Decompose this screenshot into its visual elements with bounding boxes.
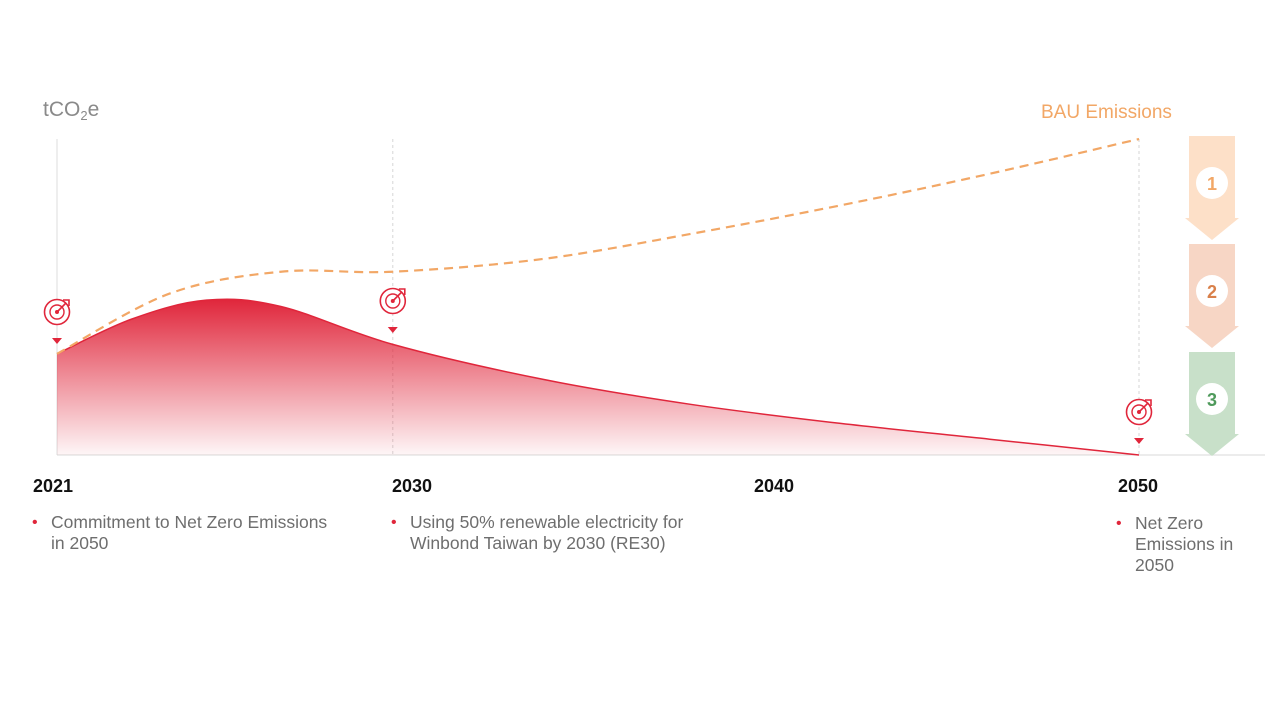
bau-series-label: BAU Emissions [1041,102,1172,123]
bullet-icon: • [32,514,38,531]
target-arrow-head [1145,399,1152,406]
emissions-area-edge [56,298,1140,456]
target-arrow [1138,402,1149,413]
milestone-2021-line-1: Commitment to Net Zero Emissions [51,512,328,532]
x-tick-2021: 2021 [33,476,74,496]
target-arrow [392,291,403,302]
milestone-2050-line-3: 2050 [1135,555,1174,575]
step-number: 1 [1207,174,1217,194]
target-ring-inner [1131,404,1147,420]
marker-triangle [387,327,398,333]
marker-triangle [1134,438,1144,444]
y-axis-label-main: tCO [43,98,81,121]
step-arrow-2: 2 [1185,244,1239,348]
milestone-2050: • Net Zero Emissions in 2050 [1116,513,1234,576]
milestone-2030-line-1: Using 50% renewable electricity for [410,512,684,532]
milestone-2021-line-2: in 2050 [51,533,109,553]
target-icon [379,287,407,315]
target-arrow [56,302,67,313]
milestone-2050-line-2: Emissions in [1135,534,1234,554]
x-tick-2040: 2040 [754,476,795,496]
x-tick-2030: 2030 [392,476,433,496]
milestone-2050-line-1: Net Zero [1135,513,1204,533]
milestone-2030-line-2: Winbond Taiwan by 2030 (RE30) [410,533,666,553]
target-arrow-head [398,288,406,295]
step-arrow-1: 1 [1185,136,1239,240]
target-icon [1125,398,1153,426]
y-axis-label: tCO2e [43,98,99,123]
y-axis-label-tail: e [87,98,100,121]
bullet-icon: • [1116,515,1122,532]
milestone-2030: • Using 50% renewable electricity for Wi… [391,512,684,554]
bullet-icon: • [391,514,397,531]
bau-emissions-line [56,137,1140,355]
step-arrow-3: 3 [1185,352,1239,456]
target-arrow-head [63,299,70,306]
step-number-badge [1196,167,1228,199]
step-number: 2 [1207,282,1217,302]
target-ring-inner [385,293,401,309]
step-number: 3 [1207,390,1217,410]
x-tick-2050: 2050 [1118,476,1159,496]
target-icon [43,298,71,326]
milestone-2021: • Commitment to Net Zero Emissions in 20… [32,512,328,554]
y-axis-label-subscript: 2 [80,108,88,123]
step-number-badge [1196,275,1228,307]
target-ring-inner [49,304,65,320]
emissions-area [57,299,1139,455]
step-number-badge [1196,383,1228,415]
marker-triangle [52,338,62,344]
